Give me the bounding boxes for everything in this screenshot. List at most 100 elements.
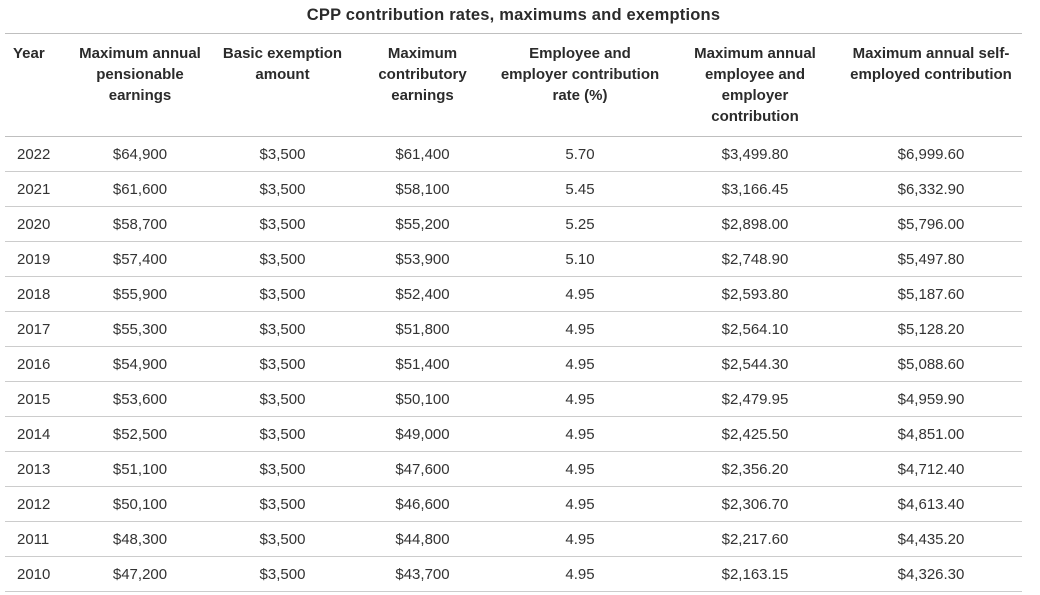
table-cell: 4.95 [490, 346, 670, 382]
cell-year: 2019 [5, 241, 70, 277]
table-row: 2022 $64,900 $3,500 $61,400 5.70 $3,499.80 $6,… [5, 136, 1022, 172]
table-cell: $46,600 [355, 486, 490, 522]
table-header: Year Maximum annual pensionable earnings B… [5, 33, 1022, 137]
table-row: 2013 $51,100 $3,500 $47,600 4.95 $2,356.20 $4,… [5, 451, 1022, 487]
cell-year: 2016 [5, 346, 70, 382]
cell-year: 2015 [5, 381, 70, 417]
table-row: 2021 $61,600 $3,500 $58,100 5.45 $3,166.45 $6,… [5, 171, 1022, 207]
table-body: 2022 $64,900 $3,500 $61,400 5.70 $3,499.80 $6,… [5, 136, 1022, 592]
table-cell: $2,479.95 [670, 381, 840, 417]
table-cell: $3,500 [210, 486, 355, 522]
table-row: 2016 $54,900 $3,500 $51,400 4.95 $2,544.30 $5,… [5, 346, 1022, 382]
table-title: CPP contribution rates, maximums and exe… [306, 6, 721, 24]
column-header: Maximum annual self-employed contributio… [840, 33, 1022, 137]
table-cell: 5.10 [490, 241, 670, 277]
cell-year: 2018 [5, 276, 70, 312]
table-cell: $3,166.45 [670, 171, 840, 207]
table-cell: 4.95 [490, 451, 670, 487]
table-cell: $5,187.60 [840, 276, 1022, 312]
table-header-row: Year Maximum annual pensionable earnings B… [5, 33, 1022, 137]
table-cell: $6,332.90 [840, 171, 1022, 207]
column-header: Maximum annual employee and employer con… [670, 33, 840, 137]
table-cell: $2,898.00 [670, 206, 840, 242]
table-cell: $48,300 [70, 521, 210, 557]
table-cell: $43,700 [355, 556, 490, 592]
table-cell: $4,712.40 [840, 451, 1022, 487]
table-cell: $2,356.20 [670, 451, 840, 487]
table-row: 2010 $47,200 $3,500 $43,700 4.95 $2,163.15 $4,… [5, 556, 1022, 592]
table-row: 2017 $55,300 $3,500 $51,800 4.95 $2,564.10 $5,… [5, 311, 1022, 347]
table-cell: $2,748.90 [670, 241, 840, 277]
table-cell: 4.95 [490, 381, 670, 417]
column-header: Maximum annual pensionable earnings [70, 33, 210, 137]
column-header: Year [5, 33, 70, 137]
table-cell: $3,499.80 [670, 136, 840, 172]
cpp-rates-table-container: CPP contribution rates, maximums and exe… [5, 0, 1022, 592]
table-cell: $55,900 [70, 276, 210, 312]
table-row: 2011 $48,300 $3,500 $44,800 4.95 $2,217.60 $4,… [5, 521, 1022, 557]
table-cell: $61,400 [355, 136, 490, 172]
table-cell: $61,600 [70, 171, 210, 207]
table-cell: $4,613.40 [840, 486, 1022, 522]
table-row: 2015 $53,600 $3,500 $50,100 4.95 $2,479.95 $4,… [5, 381, 1022, 417]
table-cell: $3,500 [210, 276, 355, 312]
cell-year: 2020 [5, 206, 70, 242]
table-cell: $51,800 [355, 311, 490, 347]
table-cell: $50,100 [355, 381, 490, 417]
column-header: Maximum contributory earnings [355, 33, 490, 137]
table-cell: $2,306.70 [670, 486, 840, 522]
table-row: 2020 $58,700 $3,500 $55,200 5.25 $2,898.00 $5,… [5, 206, 1022, 242]
cpp-rates-table: Year Maximum annual pensionable earnings B… [5, 33, 1022, 592]
table-cell: $3,500 [210, 521, 355, 557]
table-cell: $6,999.60 [840, 136, 1022, 172]
table-cell: $5,128.20 [840, 311, 1022, 347]
cell-year: 2017 [5, 311, 70, 347]
table-cell: 4.95 [490, 311, 670, 347]
table-cell: $52,400 [355, 276, 490, 312]
table-cell: $44,800 [355, 521, 490, 557]
table-row: 2014 $52,500 $3,500 $49,000 4.95 $2,425.50 $4,… [5, 416, 1022, 452]
table-cell: $3,500 [210, 206, 355, 242]
table-cell: $3,500 [210, 381, 355, 417]
table-cell: $2,217.60 [670, 521, 840, 557]
table-cell: $3,500 [210, 451, 355, 487]
table-cell: $5,796.00 [840, 206, 1022, 242]
table-cell: $4,851.00 [840, 416, 1022, 452]
table-cell: 5.70 [490, 136, 670, 172]
table-row: 2019 $57,400 $3,500 $53,900 5.10 $2,748.90 $5,… [5, 241, 1022, 277]
table-cell: $3,500 [210, 556, 355, 592]
table-cell: $52,500 [70, 416, 210, 452]
cell-year: 2011 [5, 521, 70, 557]
cell-year: 2014 [5, 416, 70, 452]
cell-year: 2012 [5, 486, 70, 522]
table-cell: $3,500 [210, 171, 355, 207]
table-cell: $51,400 [355, 346, 490, 382]
cell-year: 2010 [5, 556, 70, 592]
table-row: 2012 $50,100 $3,500 $46,600 4.95 $2,306.70 $4,… [5, 486, 1022, 522]
table-cell: $3,500 [210, 346, 355, 382]
table-cell: $55,300 [70, 311, 210, 347]
column-header: Employee and employer contribution rate … [490, 33, 670, 137]
table-cell: $5,088.60 [840, 346, 1022, 382]
table-cell: $58,700 [70, 206, 210, 242]
table-cell: $3,500 [210, 416, 355, 452]
table-cell: $2,544.30 [670, 346, 840, 382]
table-cell: $2,564.10 [670, 311, 840, 347]
table-cell: 4.95 [490, 521, 670, 557]
table-cell: 5.25 [490, 206, 670, 242]
table-cell: $4,326.30 [840, 556, 1022, 592]
table-cell: $2,163.15 [670, 556, 840, 592]
table-cell: $47,600 [355, 451, 490, 487]
table-cell: $2,593.80 [670, 276, 840, 312]
table-cell: 5.45 [490, 171, 670, 207]
table-cell: $49,000 [355, 416, 490, 452]
table-row: 2018 $55,900 $3,500 $52,400 4.95 $2,593.80 $5,… [5, 276, 1022, 312]
table-cell: $47,200 [70, 556, 210, 592]
table-cell: $3,500 [210, 136, 355, 172]
table-cell: $3,500 [210, 241, 355, 277]
table-cell: $2,425.50 [670, 416, 840, 452]
table-cell: $64,900 [70, 136, 210, 172]
table-cell: $57,400 [70, 241, 210, 277]
table-cell: 4.95 [490, 416, 670, 452]
table-cell: $50,100 [70, 486, 210, 522]
